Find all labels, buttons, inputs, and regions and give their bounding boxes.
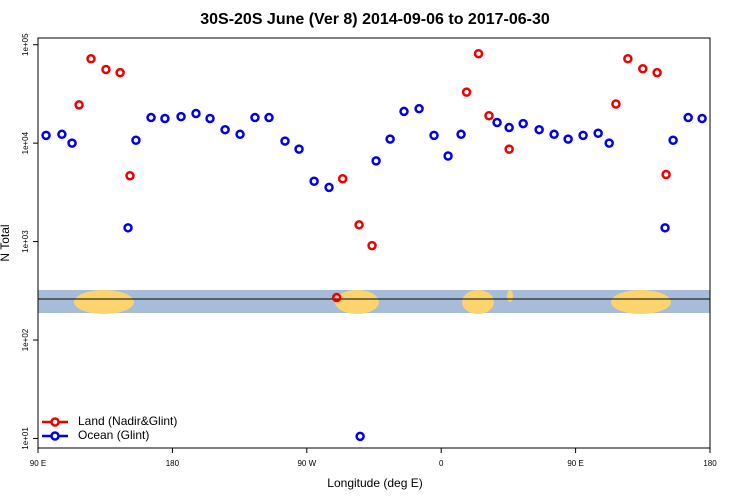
point xyxy=(414,103,424,114)
point xyxy=(86,54,96,64)
x-tick-label: 180 xyxy=(703,459,717,468)
y-tick-label: 1e+05 xyxy=(21,33,30,56)
point xyxy=(697,113,707,124)
chart-title: 30S-20S June (Ver 8) 2014-09-06 to 2017-… xyxy=(200,11,550,28)
point xyxy=(668,135,678,146)
point xyxy=(74,100,84,110)
x-tick-label: 0 xyxy=(439,459,444,468)
land xyxy=(611,290,671,314)
point xyxy=(461,87,472,97)
point xyxy=(638,63,648,74)
point xyxy=(176,111,186,122)
point xyxy=(191,108,201,119)
point xyxy=(115,67,125,78)
point xyxy=(456,129,466,140)
legend-label: Land (Nadir&Glint) xyxy=(78,414,177,428)
point xyxy=(205,113,215,124)
point xyxy=(371,156,381,166)
plot-frame xyxy=(37,37,711,449)
land xyxy=(462,290,494,314)
y-tick-label: 1e+03 xyxy=(21,230,30,253)
point xyxy=(160,113,170,124)
point xyxy=(294,144,304,154)
point xyxy=(504,144,514,154)
point xyxy=(593,128,603,139)
y-tick-label: 1e+02 xyxy=(21,328,30,351)
point xyxy=(125,171,135,181)
point xyxy=(41,130,51,141)
point xyxy=(146,112,156,123)
point xyxy=(549,129,559,140)
legend-marker xyxy=(50,417,60,427)
point xyxy=(57,129,67,140)
y-tick-label: 1e+04 xyxy=(21,131,30,154)
point xyxy=(578,130,588,141)
point xyxy=(504,122,514,133)
point xyxy=(264,112,274,123)
point xyxy=(367,240,377,251)
point xyxy=(220,124,230,135)
point xyxy=(652,67,662,78)
point xyxy=(354,220,364,230)
point xyxy=(660,223,670,233)
point xyxy=(492,117,502,128)
point xyxy=(355,431,365,442)
x-tick-label: 90 W xyxy=(297,459,316,468)
point xyxy=(331,292,342,303)
point xyxy=(518,118,528,129)
land xyxy=(74,290,134,314)
point xyxy=(250,112,260,123)
point xyxy=(611,99,621,109)
point xyxy=(399,106,409,117)
x-tick-label: 180 xyxy=(166,459,180,468)
point xyxy=(473,48,484,59)
y-tick-label: 1e+01 xyxy=(21,427,30,450)
point xyxy=(324,182,334,193)
x-axis-label: Longitude (deg E) xyxy=(327,476,422,490)
point xyxy=(235,129,245,140)
legend-label: Ocean (Glint) xyxy=(78,428,149,442)
x-tick-label: 90 E xyxy=(567,459,583,468)
point xyxy=(337,173,348,184)
legend-marker xyxy=(50,431,60,441)
land xyxy=(335,290,379,314)
point xyxy=(385,134,395,144)
point xyxy=(683,112,693,123)
point xyxy=(309,176,319,187)
map-band xyxy=(38,290,710,314)
point xyxy=(443,151,453,161)
point xyxy=(280,136,290,146)
point xyxy=(429,130,439,141)
y-axis-label: N Total xyxy=(0,224,12,261)
point xyxy=(563,134,573,144)
point xyxy=(131,135,141,146)
point xyxy=(123,223,133,233)
point xyxy=(623,54,633,64)
point xyxy=(484,110,494,121)
point xyxy=(604,138,614,148)
x-tick-label: 90 E xyxy=(30,459,46,468)
land xyxy=(507,290,513,302)
point xyxy=(101,64,111,75)
point xyxy=(661,169,671,180)
point xyxy=(534,124,544,135)
point xyxy=(67,138,77,148)
